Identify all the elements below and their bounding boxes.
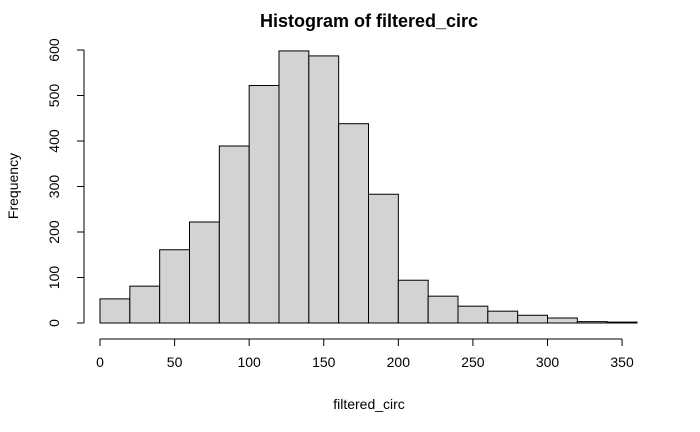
y-tick-label-600: 600 xyxy=(46,38,62,62)
histogram-bar-40-60 xyxy=(159,249,191,324)
y-tick-label-300: 300 xyxy=(46,175,62,199)
y-tick-label-0: 0 xyxy=(46,319,62,327)
x-axis: 0 50 100 150 200 250 300 350 xyxy=(96,338,634,370)
x-tick-label-50: 50 xyxy=(167,354,183,370)
bars-group xyxy=(99,50,638,324)
chart-title: Histogram of filtered_circ xyxy=(260,11,478,31)
x-tick-label-150: 150 xyxy=(312,354,336,370)
histogram-bar-280-300 xyxy=(517,314,549,324)
histogram-bar-80-100 xyxy=(218,145,250,324)
histogram-bar-220-240 xyxy=(427,295,459,324)
histogram-bar-240-260 xyxy=(457,305,489,324)
y-tick-label-400: 400 xyxy=(46,129,62,153)
x-tick-label-300: 300 xyxy=(536,354,560,370)
histogram-bar-200-220 xyxy=(397,279,429,324)
y-tick-label-100: 100 xyxy=(46,266,62,290)
x-tick-label-250: 250 xyxy=(461,354,485,370)
x-tick-label-350: 350 xyxy=(610,354,634,370)
histogram-bar-320-340 xyxy=(576,321,608,324)
x-axis-label: filtered_circ xyxy=(333,396,405,412)
x-tick-label-0: 0 xyxy=(96,354,104,370)
histogram-bar-120-140 xyxy=(278,50,310,324)
y-tick-label-200: 200 xyxy=(46,220,62,244)
x-tick-label-100: 100 xyxy=(237,354,261,370)
y-tick-label-500: 500 xyxy=(46,84,62,108)
histogram-bar-260-280 xyxy=(487,310,519,324)
histogram-bar-300-320 xyxy=(547,317,578,324)
histogram-bar-160-180 xyxy=(338,123,369,324)
histogram-bar-60-80 xyxy=(189,221,220,324)
x-tick-label-200: 200 xyxy=(387,354,411,370)
histogram-bar-20-40 xyxy=(129,285,161,324)
histogram-bar-0-20 xyxy=(99,298,131,324)
histogram-bar-340-360 xyxy=(606,321,638,324)
histogram-bar-180-200 xyxy=(368,193,399,324)
histogram-bar-100-120 xyxy=(248,84,280,324)
histogram-bar-140-160 xyxy=(308,55,340,324)
y-axis: 0 100 200 300 400 500 600 xyxy=(46,38,85,327)
y-axis-label: Frequency xyxy=(5,153,21,219)
